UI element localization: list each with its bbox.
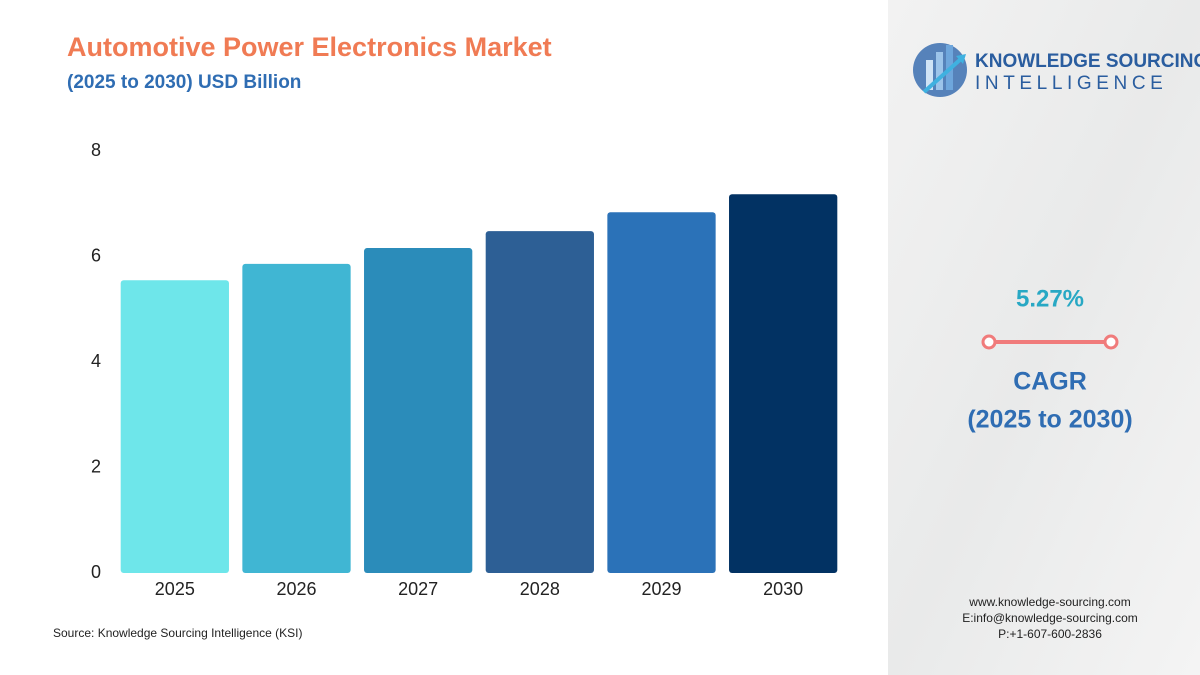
y-tick-label: 8	[91, 140, 101, 160]
bar	[729, 194, 838, 573]
bar	[120, 280, 229, 573]
contact-phone: P:+1-607-600-2836	[998, 627, 1102, 641]
y-tick-label: 6	[91, 245, 101, 265]
source-note: Source: Knowledge Sourcing Intelligence …	[53, 626, 302, 640]
contact-website: www.knowledge-sourcing.com	[968, 595, 1130, 609]
x-tick-label: 2029	[641, 579, 681, 599]
bar	[242, 263, 351, 573]
cagr-connector	[981, 334, 1119, 350]
cagr-label: CAGR	[1013, 368, 1087, 396]
x-tick-label: 2028	[520, 579, 560, 599]
logo-line2: INTELLIGENCE	[975, 73, 1167, 94]
x-tick-label: 2025	[155, 579, 195, 599]
y-tick-label: 2	[91, 456, 101, 476]
logo-line1: KNOWLEDGE SOURCING	[975, 51, 1200, 72]
contact-email: E:info@knowledge-sourcing.com	[962, 611, 1138, 625]
x-tick-label: 2030	[763, 579, 803, 599]
chart-subtitle: (2025 to 2030) USD Billion	[67, 72, 301, 93]
bar	[485, 231, 594, 573]
bar	[364, 248, 473, 573]
cagr-value: 5.27%	[1016, 285, 1084, 312]
x-tick-label: 2027	[398, 579, 438, 599]
chart-title: Automotive Power Electronics Market	[67, 32, 552, 62]
logo-icon	[913, 43, 967, 97]
cagr-period: (2025 to 2030)	[967, 406, 1132, 434]
side-panel-bg	[888, 0, 1200, 675]
bar	[607, 212, 716, 573]
y-tick-label: 0	[91, 562, 101, 582]
y-tick-label: 4	[91, 351, 101, 371]
x-tick-label: 2026	[276, 579, 316, 599]
